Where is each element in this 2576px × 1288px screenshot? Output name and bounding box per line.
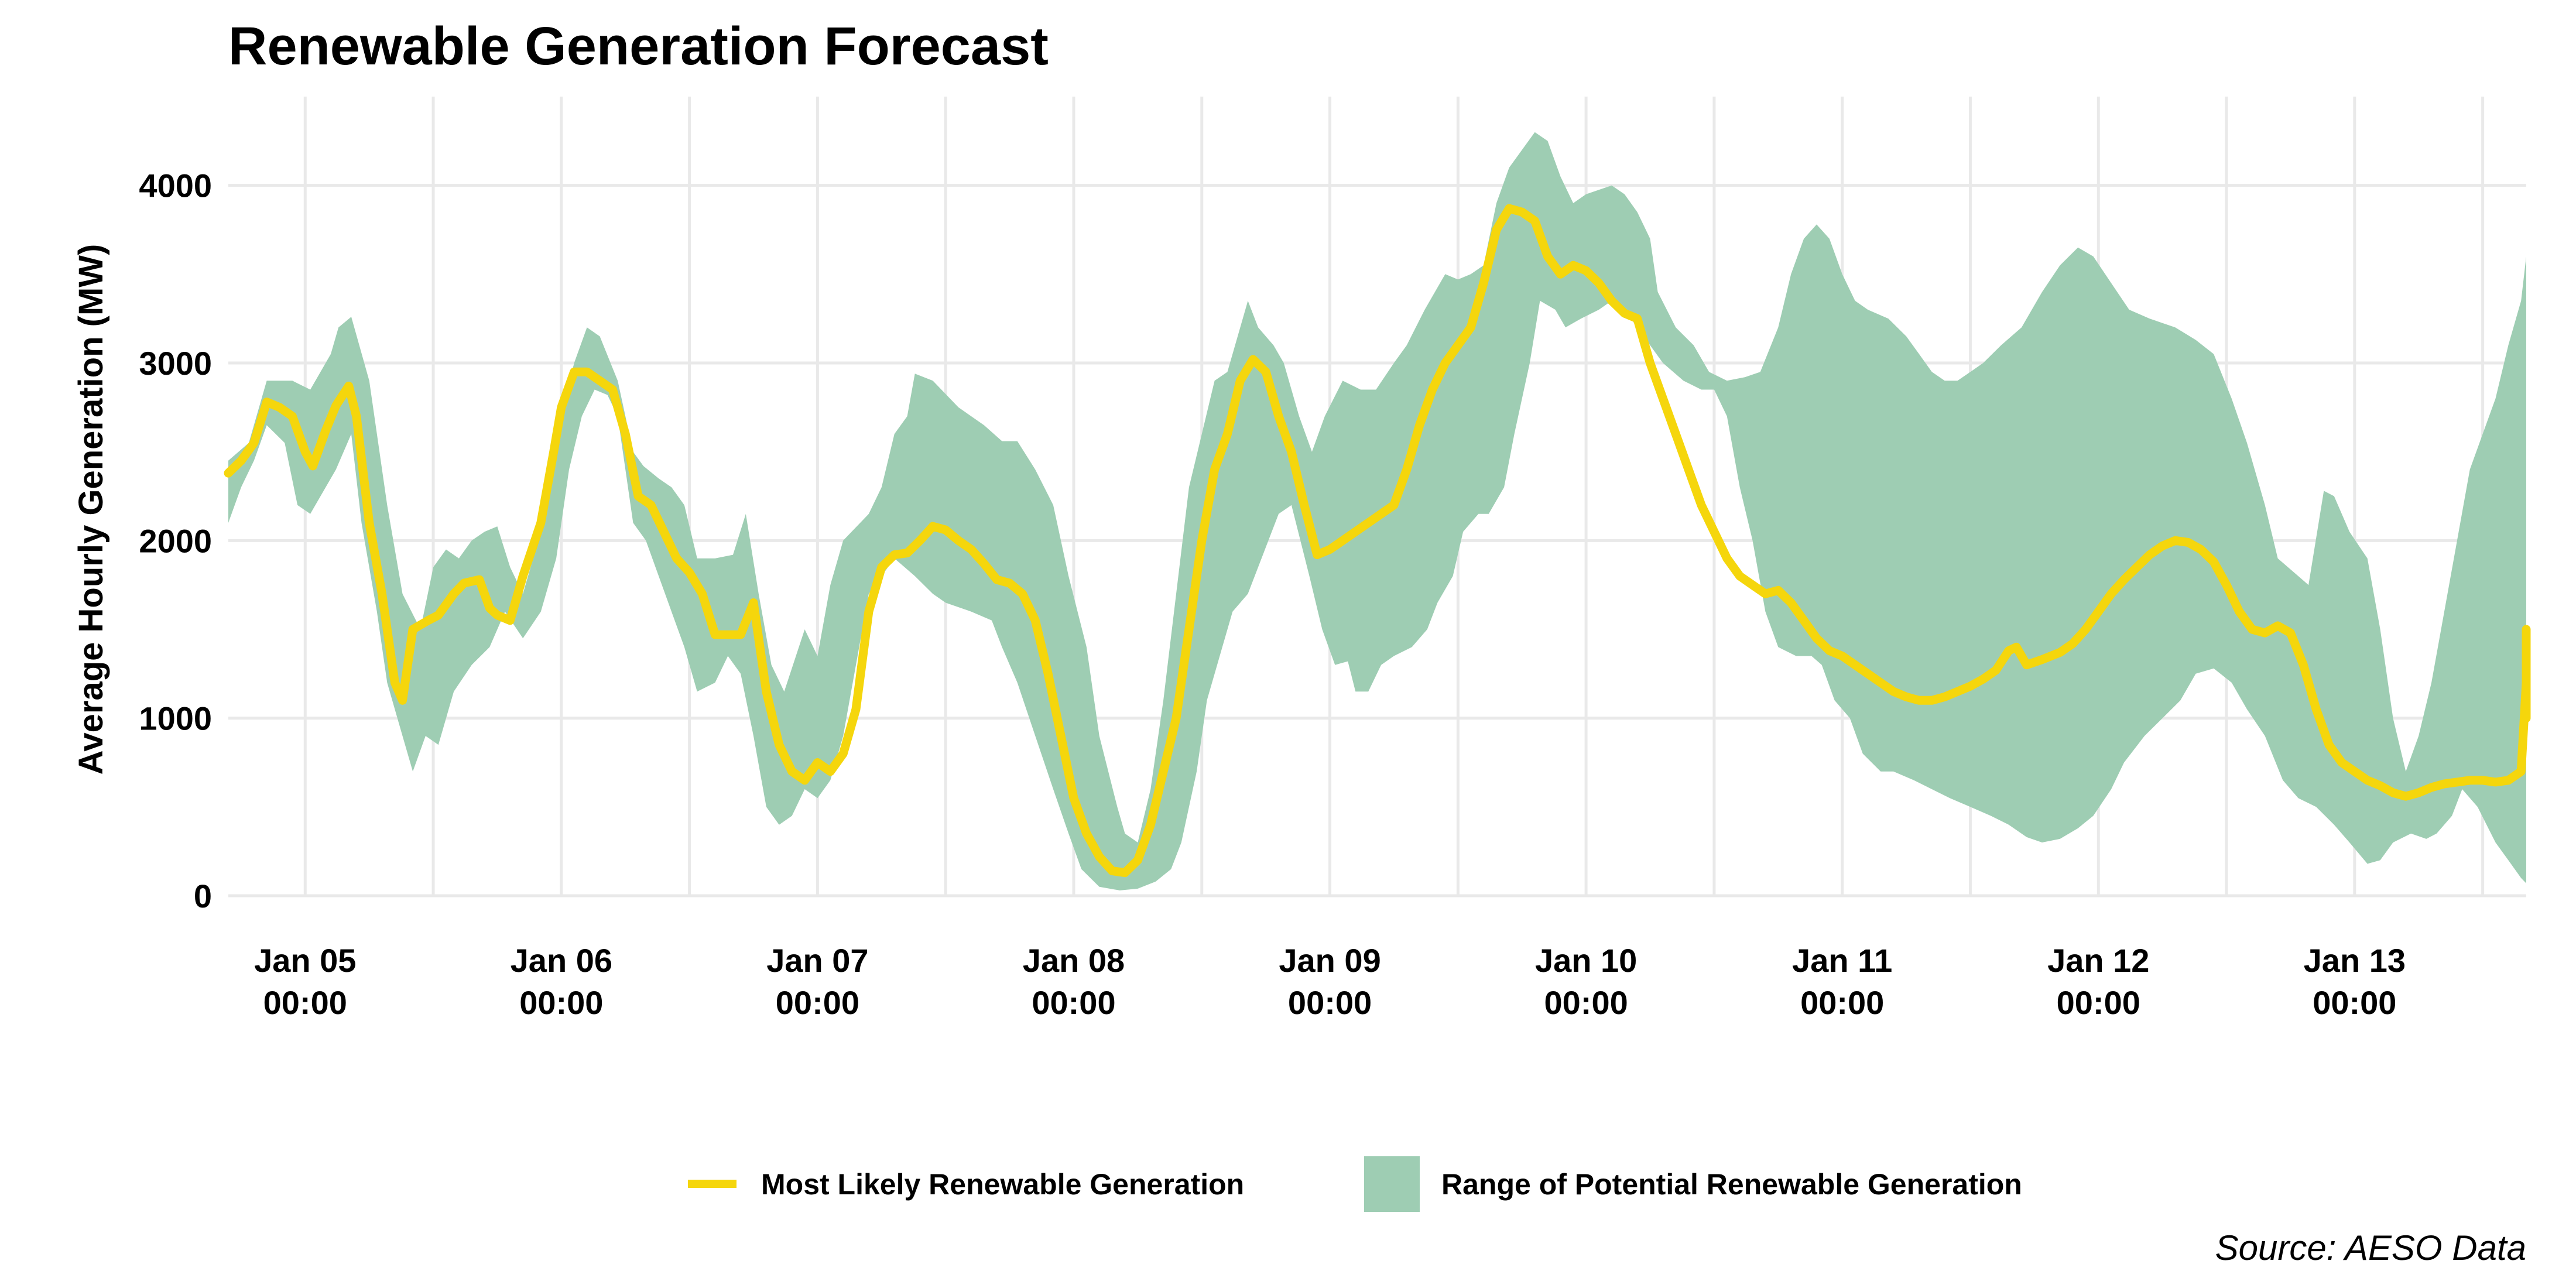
y-tick-label: 1000: [139, 700, 212, 737]
series-layer: [224, 132, 2531, 890]
x-tick-label-time: 00:00: [1032, 984, 1115, 1021]
x-tick-label-date: Jan 09: [1279, 942, 1381, 979]
y-tick-label: 2000: [139, 522, 212, 559]
y-tick-label: 3000: [139, 345, 212, 382]
x-tick-label-time: 00:00: [1288, 984, 1372, 1021]
x-tick-label-date: Jan 08: [1023, 942, 1125, 979]
x-tick-label-date: Jan 13: [2304, 942, 2406, 979]
x-tick-label-time: 00:00: [263, 984, 347, 1021]
x-tick-label-time: 00:00: [2057, 984, 2140, 1021]
y-axis-title: Average Hourly Generation (MW): [72, 244, 110, 775]
x-tick-label-time: 00:00: [1544, 984, 1628, 1021]
x-tick-label-date: Jan 06: [511, 942, 612, 979]
x-tick-label-date: Jan 07: [766, 942, 868, 979]
x-tick-label-date: Jan 12: [2047, 942, 2149, 979]
y-tick-label: 4000: [139, 167, 212, 204]
x-tick-label-time: 00:00: [2313, 984, 2396, 1021]
legend: Most Likely Renewable Generation Range o…: [688, 1156, 2022, 1212]
x-tick-label-time: 00:00: [776, 984, 859, 1021]
x-tick-label-date: Jan 05: [254, 942, 356, 979]
most-likely-line: [224, 204, 2531, 878]
legend-label-line: Most Likely Renewable Generation: [761, 1168, 1244, 1201]
legend-area-swatch: [1364, 1156, 1420, 1212]
legend-label-area: Range of Potential Renewable Generation: [1441, 1168, 2022, 1201]
x-tick-label-time: 00:00: [519, 984, 603, 1021]
y-tick-label: 0: [194, 878, 212, 914]
x-tick-label-time: 00:00: [1800, 984, 1884, 1021]
x-tick-label-date: Jan 10: [1535, 942, 1637, 979]
x-tick-label-date: Jan 11: [1792, 942, 1892, 979]
source-note: Source: AESO Data: [2215, 1228, 2526, 1268]
tick-layer: 0 1000 2000 3000 4000 Jan 05 00:00 Jan 06 00:00 J…: [139, 167, 2406, 1021]
chart-title: Renewable Generation Forecast: [228, 16, 1049, 76]
